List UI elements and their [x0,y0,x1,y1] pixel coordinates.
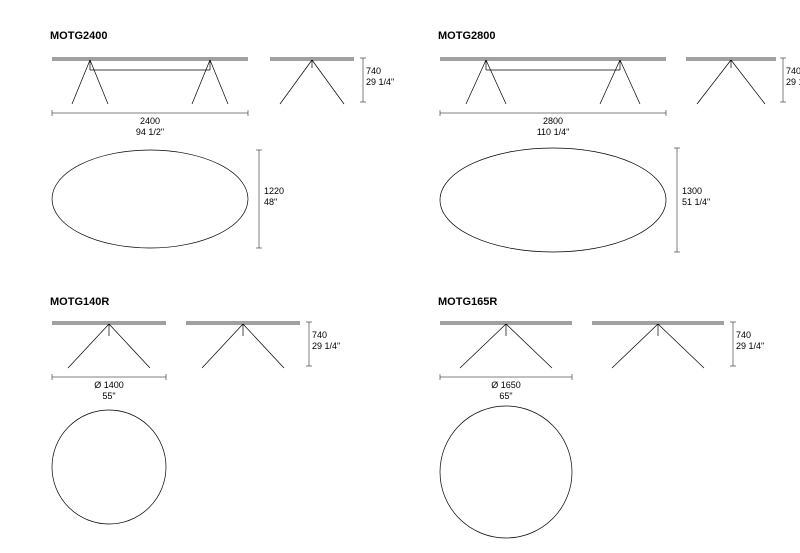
model-code: MOTG2400 [50,30,410,42]
model-code: MOTG2800 [438,30,798,42]
side-view [684,54,778,106]
dim-bar-depth [256,148,262,250]
dim-bar-depth [674,146,680,254]
front-view [50,54,250,106]
cell-motg2400: MOTG2400 240094 1/2" [50,30,410,260]
plan-view [438,404,574,540]
side-view [184,318,302,370]
dim-height: 74029 1/4" [366,66,416,88]
cell-motg140r: MOTG140R Ø 140055" 74029 1/4" [50,296,410,536]
plan-view [50,408,168,526]
cell-motg165r: MOTG165R Ø 165065" 74029 1/4" [438,296,798,536]
front-view [438,318,574,370]
dim-height: 74029 1/4" [786,66,800,88]
side-view [268,54,356,106]
side-view [590,318,726,370]
dim-width: 2800110 1/4" [438,116,668,138]
front-view [438,54,668,106]
front-view [50,318,168,370]
plan-view [438,146,668,254]
dim-depth: 130051 1/4" [682,186,732,208]
model-code: MOTG165R [438,296,798,308]
plan-view [50,148,250,250]
dim-height: 74029 1/4" [312,330,362,352]
dim-diameter: Ø 140055" [50,380,168,402]
dim-height: 74029 1/4" [736,330,786,352]
spec-sheet: MOTG2400 240094 1/2" [0,0,800,553]
model-code: MOTG140R [50,296,410,308]
dim-diameter: Ø 165065" [438,380,574,402]
dim-depth: 122048" [264,186,314,208]
dim-width: 240094 1/2" [50,116,250,138]
cell-motg2800: MOTG2800 2800110 1/4" [438,30,798,260]
